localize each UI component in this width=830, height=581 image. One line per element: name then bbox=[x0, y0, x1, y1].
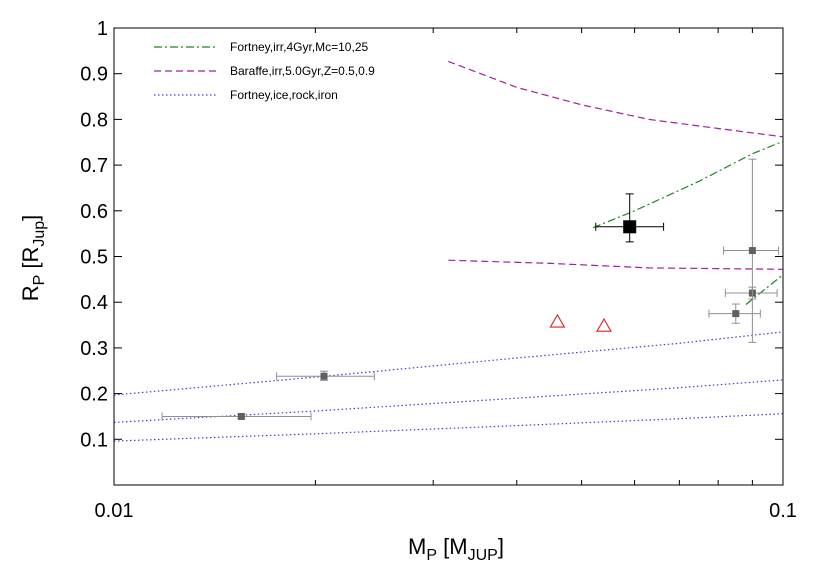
y-axis-title: RP [RJup] bbox=[18, 215, 48, 302]
plot-area bbox=[114, 60, 783, 442]
x-tick-label: 0.1 bbox=[769, 500, 797, 522]
data-point-3-3 bbox=[724, 286, 778, 300]
series-2-line-0 bbox=[114, 331, 783, 396]
triangle-marker bbox=[549, 313, 566, 328]
legend: Fortney,irr,4Gyr,Mc=10,25 Baraffe,irr,5.0… bbox=[154, 40, 375, 102]
y-tick-label: 0.8 bbox=[80, 109, 108, 131]
y-tick-label: 1 bbox=[97, 18, 108, 40]
legend-label-0: Fortney,irr,4Gyr,Mc=10,25 bbox=[230, 40, 368, 54]
y-tick-label: 0.5 bbox=[80, 247, 108, 269]
data-point-3-1 bbox=[276, 370, 375, 381]
y-tick-label: 0.6 bbox=[80, 201, 108, 223]
data-point-3-4 bbox=[723, 158, 780, 343]
y-tick-label: 0.1 bbox=[80, 429, 108, 451]
y-tick-label: 0.2 bbox=[80, 384, 108, 406]
square-marker bbox=[237, 412, 245, 420]
y-tick-label: 0.3 bbox=[80, 338, 108, 360]
y-axis-title-main: R bbox=[18, 285, 43, 301]
y-tick-label: 0.4 bbox=[80, 292, 108, 314]
series-2-line-2 bbox=[114, 413, 783, 442]
x-tick-label: 0.01 bbox=[95, 500, 134, 522]
x-axis-title-bracket-main: M bbox=[449, 534, 467, 559]
y-axis-title-sub: P bbox=[31, 275, 48, 286]
data-point-5-1 bbox=[596, 317, 612, 332]
x-axis-title: MP [MJUP] bbox=[408, 534, 504, 564]
triangle-marker bbox=[596, 317, 612, 332]
square-marker bbox=[748, 247, 756, 255]
large-square-marker bbox=[623, 220, 637, 234]
series-0-line-0 bbox=[592, 140, 783, 229]
legend-label-1: Baraffe,irr,5.0Gyr,Z=0.5,0.9 bbox=[230, 64, 375, 78]
x-axis-title-bracket-sub: JUP bbox=[468, 547, 498, 564]
x-axis-title-main: M bbox=[408, 534, 426, 559]
square-marker bbox=[320, 372, 328, 380]
data-point-5-0 bbox=[549, 313, 566, 328]
y-tick-label: 0.9 bbox=[80, 64, 108, 86]
series-1-line-1 bbox=[448, 259, 783, 270]
x-axis-title-sub: P bbox=[426, 547, 437, 564]
data-point-3-0 bbox=[161, 412, 312, 421]
data-point-3-2 bbox=[708, 303, 761, 324]
series-2-line-1 bbox=[114, 379, 783, 423]
series-1-line-0 bbox=[448, 60, 783, 138]
plot-clip-group bbox=[114, 60, 783, 442]
data-point-4-0 bbox=[595, 193, 665, 243]
axes: 0.1 0.2 0.3 0.4 0.5 0.6 0.7 0.8 0.9 1 0.01 0.1 bbox=[80, 18, 797, 522]
y-axis-title-bracket-main: R bbox=[18, 247, 43, 263]
square-marker bbox=[732, 310, 740, 318]
y-axis-title-bracket-sub: Jup bbox=[31, 221, 48, 247]
legend-label-2: Fortney,ice,rock,iron bbox=[230, 88, 338, 102]
y-tick-label: 0.7 bbox=[80, 155, 108, 177]
